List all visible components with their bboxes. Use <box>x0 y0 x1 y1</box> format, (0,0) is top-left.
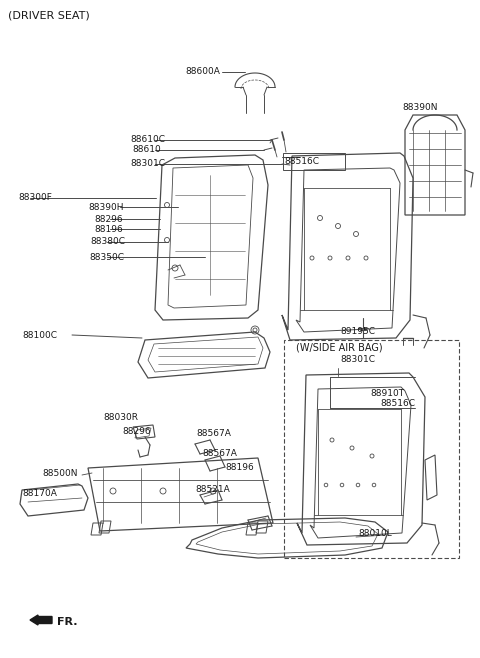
Bar <box>283 153 345 170</box>
Text: 88521A: 88521A <box>195 486 230 495</box>
Text: 88296: 88296 <box>94 215 122 224</box>
Text: 88567A: 88567A <box>202 449 237 457</box>
Text: 88196: 88196 <box>225 463 254 472</box>
Text: 88301C: 88301C <box>340 355 375 365</box>
Text: 88610: 88610 <box>132 145 161 155</box>
Bar <box>284 340 459 558</box>
Text: 88170A: 88170A <box>22 490 57 499</box>
Text: 88196: 88196 <box>94 224 123 234</box>
Text: 88516C: 88516C <box>284 157 319 166</box>
Text: FR.: FR. <box>57 617 77 627</box>
Text: 89195C: 89195C <box>340 328 375 336</box>
Text: (W/SIDE AIR BAG): (W/SIDE AIR BAG) <box>296 342 383 352</box>
Text: 88500N: 88500N <box>42 468 77 478</box>
Text: 88390H: 88390H <box>88 203 123 211</box>
Text: 88567A: 88567A <box>196 428 231 438</box>
Text: 88030R: 88030R <box>103 413 138 422</box>
Text: 88296: 88296 <box>122 428 151 436</box>
Text: 88516C: 88516C <box>380 399 415 409</box>
Text: 88301C: 88301C <box>130 159 165 168</box>
Text: 88390N: 88390N <box>402 103 437 113</box>
FancyArrow shape <box>30 615 52 625</box>
Text: 88010L: 88010L <box>358 530 392 538</box>
Text: 88910T: 88910T <box>370 388 404 397</box>
Text: 88610C: 88610C <box>130 136 165 145</box>
Text: 88380C: 88380C <box>90 238 125 247</box>
Text: 88300F: 88300F <box>18 193 52 203</box>
Text: (DRIVER SEAT): (DRIVER SEAT) <box>8 10 90 20</box>
Text: 88600A: 88600A <box>185 68 220 76</box>
Text: 88350C: 88350C <box>89 253 124 261</box>
Text: 88100C: 88100C <box>22 330 57 340</box>
